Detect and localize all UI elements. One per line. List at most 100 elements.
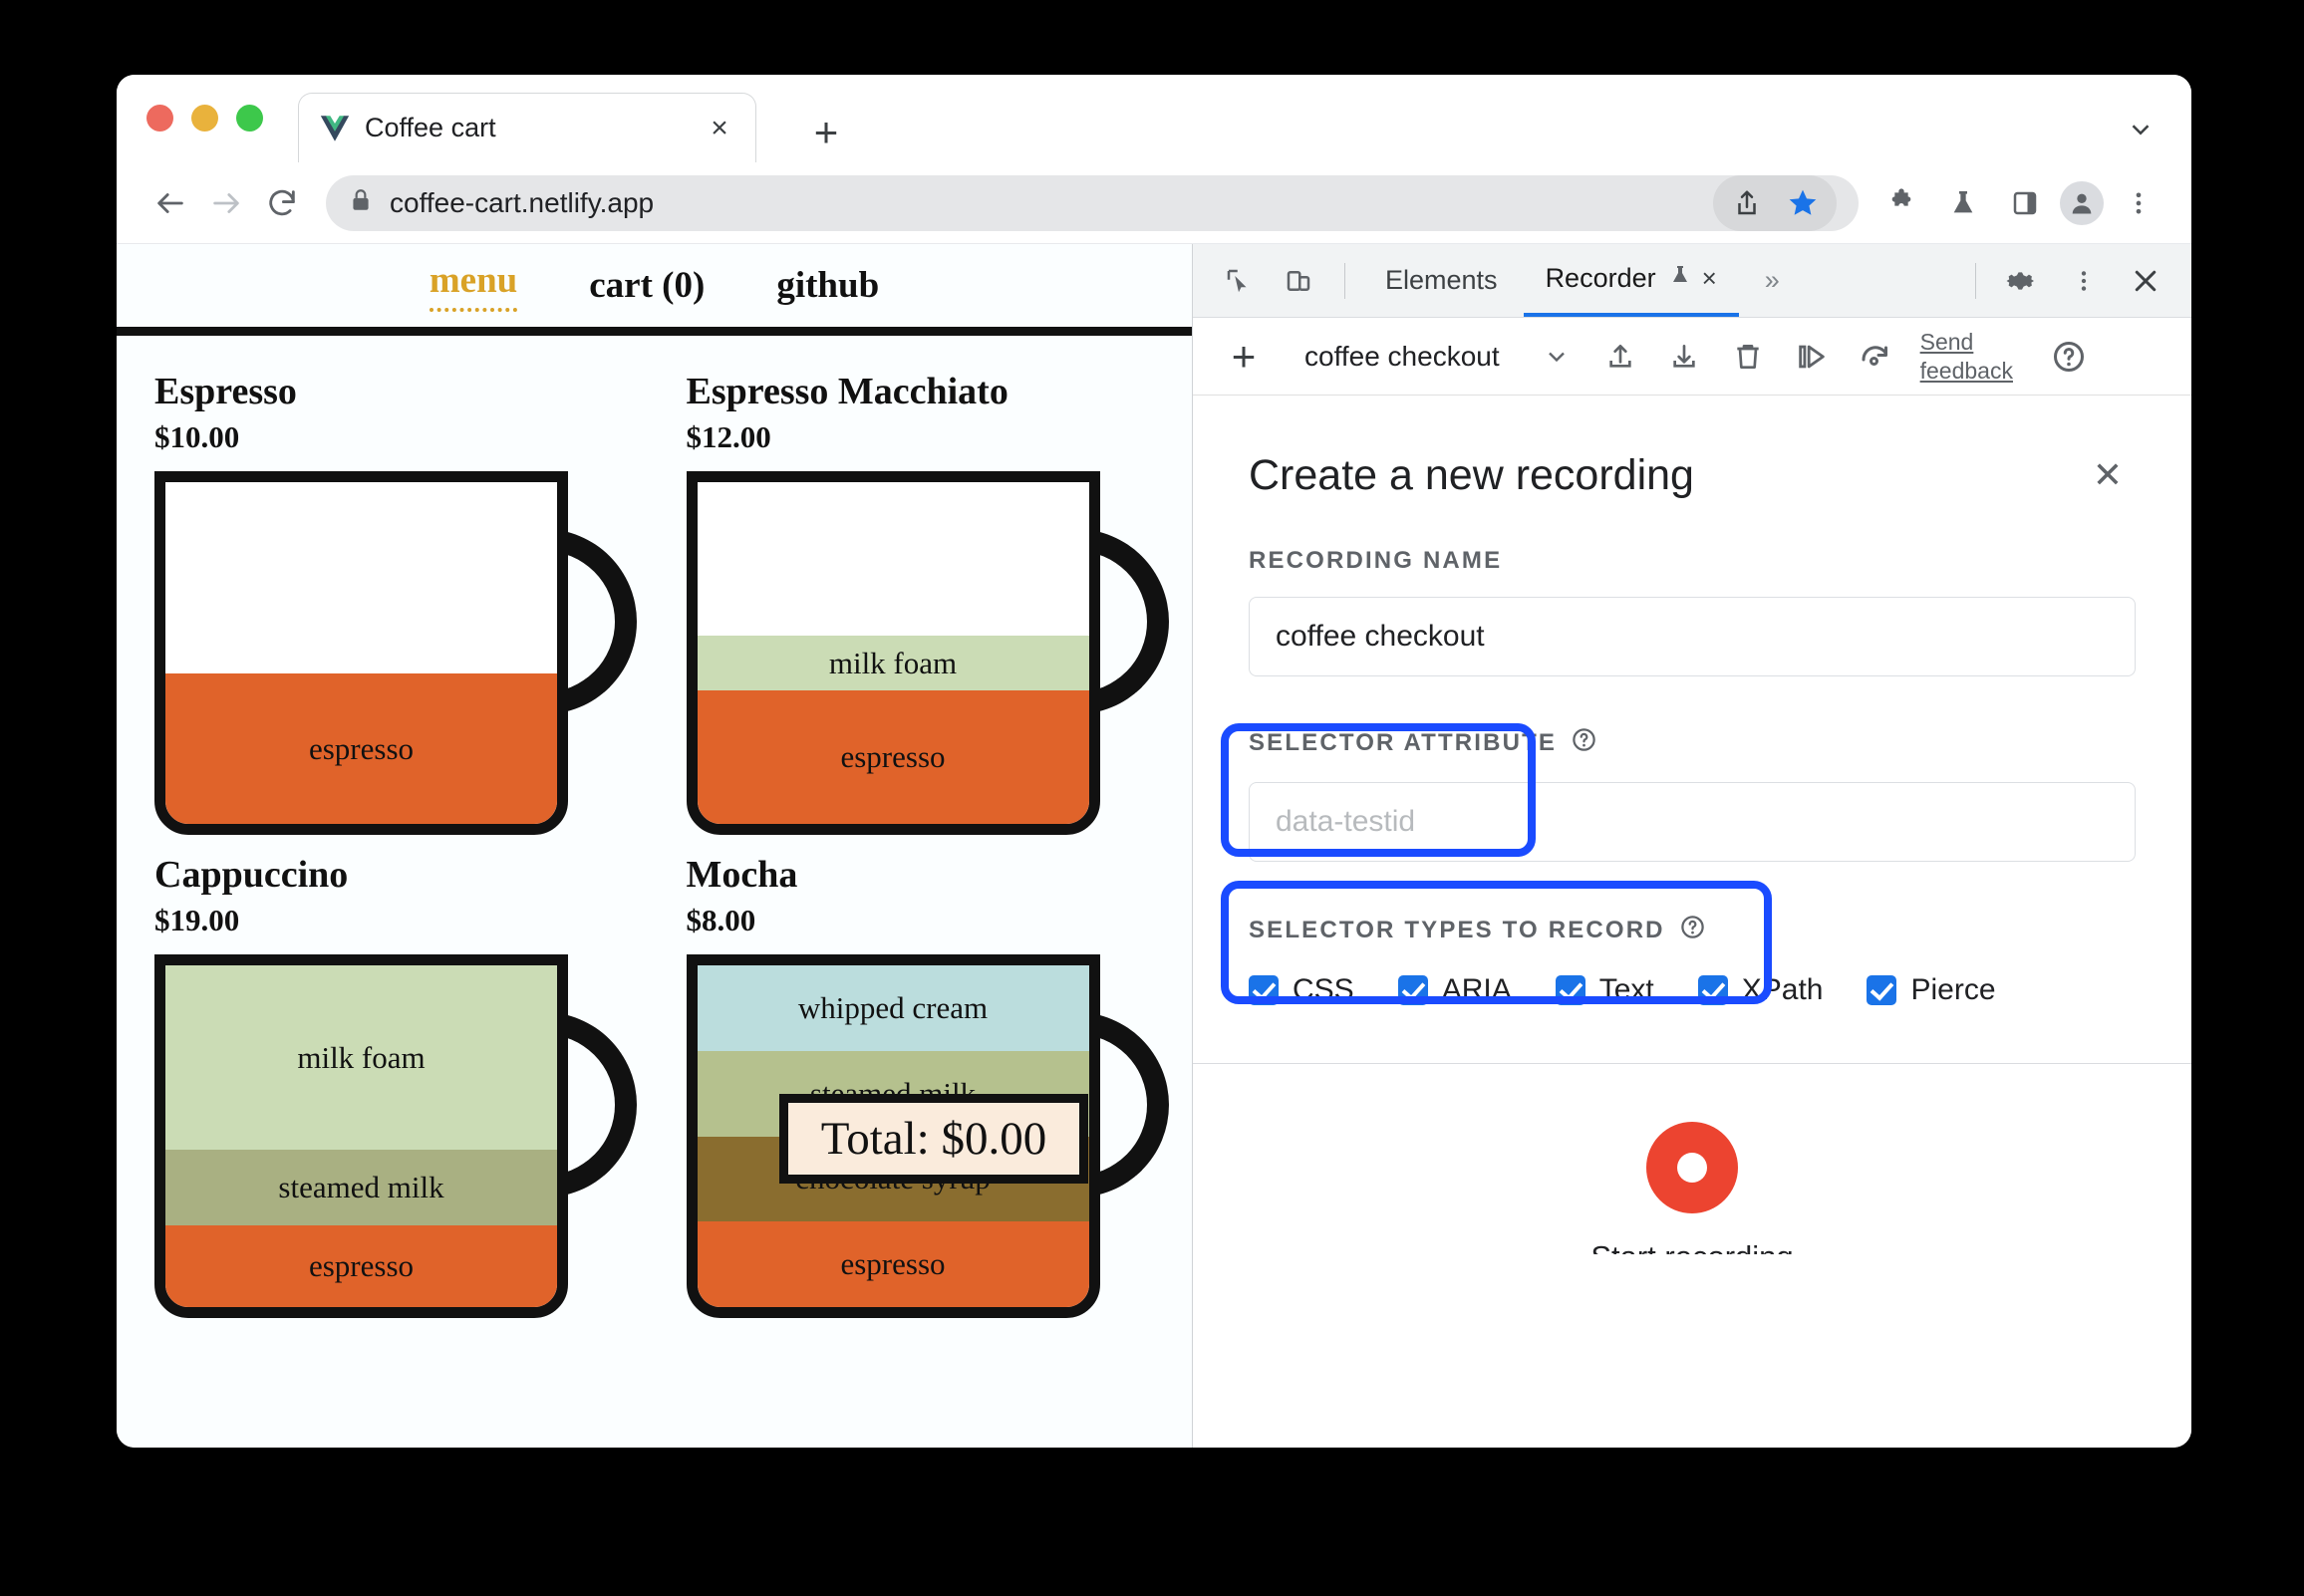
nav-link-cart[interactable]: cart (0) <box>589 265 706 306</box>
browser-actions <box>1874 176 2165 230</box>
minimize-window-button[interactable] <box>191 105 218 132</box>
browser-tab[interactable]: Coffee cart × <box>298 93 756 162</box>
cup-layer <box>165 482 557 674</box>
cup-layer: espresso <box>697 690 1089 824</box>
recording-name-input[interactable]: coffee checkout <box>1249 597 2136 676</box>
checkbox-box[interactable] <box>1697 975 1728 1005</box>
experiments-flask-icon[interactable] <box>1936 176 1990 230</box>
selector-attribute-label-text: SELECTOR ATTRIBUTE <box>1249 729 1558 756</box>
product-card[interactable]: Cappuccino $19.00 milk foam steamed milk… <box>154 853 661 1318</box>
toolbar-divider-right <box>1975 262 1976 299</box>
product-name: Espresso Macchiato <box>686 371 1008 412</box>
help-circle-icon[interactable] <box>1679 914 1706 947</box>
coffee-cup: espresso <box>154 471 637 835</box>
product-card[interactable]: Espresso Macchiato $12.00 milk foam espr… <box>686 370 1193 835</box>
reload-icon[interactable] <box>254 175 310 231</box>
start-recording-button[interactable] <box>1646 1122 1738 1213</box>
maximize-window-button[interactable] <box>236 105 263 132</box>
address-bar[interactable]: coffee-cart.netlify.app <box>326 174 1859 231</box>
close-devtools-icon[interactable] <box>2118 253 2173 309</box>
side-panel-icon[interactable] <box>1998 176 2052 230</box>
product-name: Cappuccino <box>154 854 349 896</box>
device-toolbar-icon[interactable] <box>1271 253 1326 309</box>
browser-window: Coffee cart × + coffee-cart.netlify.app <box>117 75 2191 1448</box>
cart-total-badge[interactable]: Total: $0.00 <box>779 1094 1088 1184</box>
gear-icon[interactable] <box>1994 253 2050 309</box>
trash-icon[interactable] <box>1719 328 1777 386</box>
product-price: $12.00 <box>686 419 771 454</box>
forward-icon[interactable] <box>198 175 254 231</box>
cup-body: espresso <box>154 471 568 835</box>
bookmark-star-icon[interactable] <box>1777 177 1829 229</box>
replay-icon[interactable] <box>1847 328 1904 386</box>
product-name: Espresso <box>154 371 297 412</box>
close-tab-icon[interactable]: × <box>711 111 728 144</box>
share-icon[interactable] <box>1721 177 1773 229</box>
checkbox-aria[interactable]: ARIA <box>1397 973 1512 1007</box>
nav-link-github[interactable]: github <box>776 265 880 306</box>
experiments-flask-icon <box>1668 262 1692 295</box>
cup-layer: milk foam <box>165 965 557 1151</box>
coffee-cup: milk foam steamed milk espresso <box>154 954 637 1318</box>
profile-avatar-icon[interactable] <box>2060 180 2104 225</box>
checkbox-box[interactable] <box>1249 975 1279 1005</box>
checkbox-box[interactable] <box>1867 975 1897 1005</box>
help-circle-icon[interactable] <box>1571 726 1597 760</box>
lock-icon <box>348 185 374 220</box>
product-name: Mocha <box>686 854 798 896</box>
import-icon[interactable] <box>1591 328 1649 386</box>
coffee-cup: milk foam espresso <box>686 471 1169 835</box>
back-icon[interactable] <box>143 175 198 231</box>
more-options-icon[interactable] <box>2056 253 2112 309</box>
help-icon[interactable] <box>2040 328 2098 386</box>
checkbox-label: ARIA <box>1441 973 1512 1006</box>
checkbox-label: CSS <box>1293 973 1354 1006</box>
product-card[interactable]: Mocha $8.00 whipped cream steamed milk c… <box>686 853 1193 1318</box>
send-feedback-link[interactable]: Send feedback <box>1919 328 2013 384</box>
dialog-divider <box>1193 1063 2191 1064</box>
devtools-tab-bar: Elements Recorder × » <box>1193 244 2191 318</box>
inspect-element-icon[interactable] <box>1211 253 1267 309</box>
cup-layer: espresso <box>165 1224 557 1307</box>
cup-layer <box>697 482 1089 637</box>
selector-attribute-input[interactable]: data-testid <box>1249 782 2136 862</box>
step-over-icon[interactable] <box>1783 328 1841 386</box>
cup-layer: whipped cream <box>697 965 1089 1051</box>
record-dot-icon <box>1677 1153 1707 1183</box>
chevron-down-icon[interactable] <box>2126 115 2156 149</box>
product-card[interactable]: Espresso $10.00 espresso <box>154 370 661 835</box>
tab-recorder[interactable]: Recorder × <box>1523 245 1739 317</box>
chevron-down-icon[interactable] <box>1528 328 1585 386</box>
start-recording-label: Start recording <box>1590 1239 1793 1254</box>
checkbox-pierce[interactable]: Pierce <box>1867 973 1996 1007</box>
add-recording-button[interactable]: + <box>1231 332 1257 380</box>
checkbox-box[interactable] <box>1555 975 1585 1005</box>
devtools-panel: Elements Recorder × » <box>1193 244 2191 1448</box>
nav-link-menu[interactable]: menu <box>429 259 518 312</box>
export-icon[interactable] <box>1655 328 1713 386</box>
browser-menu-icon[interactable] <box>2112 176 2165 230</box>
checkbox-label: Text <box>1598 973 1654 1006</box>
checkbox-xpath[interactable]: XPath <box>1697 973 1823 1007</box>
new-tab-button[interactable]: + <box>813 109 839 155</box>
window-traffic-lights <box>146 105 263 132</box>
dialog-header: Create a new recording ✕ <box>1193 396 2191 503</box>
start-recording-section: Start recording <box>1193 1064 2191 1254</box>
tab-recorder-label: Recorder <box>1545 263 1656 293</box>
browser-tab-strip: Coffee cart × + <box>117 75 2191 162</box>
toolbar-divider <box>1344 262 1345 299</box>
checkbox-text[interactable]: Text <box>1555 973 1654 1007</box>
tab-elements[interactable]: Elements <box>1385 265 1498 295</box>
product-price: $8.00 <box>686 903 756 937</box>
extensions-puzzle-icon[interactable] <box>1874 176 1928 230</box>
recorder-toolbar: + coffee checkout Send feedbac <box>1193 318 2191 396</box>
cup-layer: steamed milk <box>165 1150 557 1225</box>
more-tabs-icon[interactable]: » <box>1764 265 1780 295</box>
recording-form: RECORDING NAME coffee checkout SELECTOR … <box>1193 547 2191 1007</box>
close-window-button[interactable] <box>146 105 173 132</box>
checkbox-css[interactable]: CSS <box>1249 973 1354 1007</box>
checkbox-box[interactable] <box>1397 975 1428 1005</box>
close-dialog-button[interactable]: ✕ <box>2092 454 2124 495</box>
create-recording-dialog: Create a new recording ✕ RECORDING NAME … <box>1193 396 2191 1254</box>
close-recorder-tab-icon[interactable]: × <box>1701 263 1717 293</box>
